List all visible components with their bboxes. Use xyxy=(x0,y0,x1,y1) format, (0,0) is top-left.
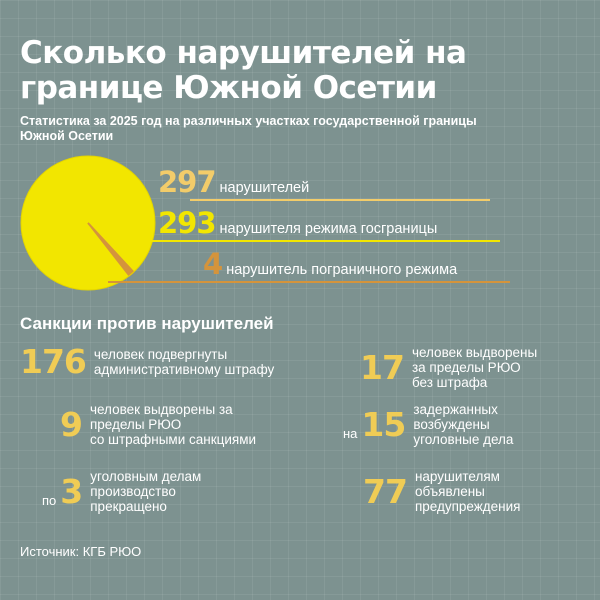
sanction-label: нарушителям объявлены предупреждения xyxy=(414,469,521,514)
sanction-label: человек выдворены за пределы РЮО без штр… xyxy=(411,345,538,390)
stat-underline-total xyxy=(190,199,490,201)
stat-underline-main xyxy=(150,240,500,242)
stat-frontier-regime-label: нарушитель пограничного режима xyxy=(226,262,458,278)
page-title: Сколько нарушителей на границе Южной Осе… xyxy=(20,35,467,106)
stat-frontier-regime: 4 нарушитель пограничного режима xyxy=(203,249,457,279)
page-subtitle: Статистика за 2025 год на различных учас… xyxy=(20,114,477,143)
sanction-item-warnings: 77 нарушителям объявлены предупреждения xyxy=(363,469,521,514)
sanction-value: 17 xyxy=(360,347,405,387)
sanction-value: 176 xyxy=(20,342,87,381)
sanction-prefix: по xyxy=(42,493,57,508)
pie-slice-edge xyxy=(87,222,135,273)
source-note: Источник: КГБ РЮО xyxy=(20,544,142,559)
stat-underline-small xyxy=(108,281,510,283)
sanction-item-criminal-cases: на 15 задержанных возбуждены уголовные д… xyxy=(343,402,513,447)
stat-border-regime: 293 нарушителя режима госграницы xyxy=(158,208,437,238)
sanction-value: 77 xyxy=(363,471,408,511)
sanction-value: 3 xyxy=(60,471,83,511)
stat-border-regime-label: нарушителя режима госграницы xyxy=(219,221,438,237)
pie-outline xyxy=(20,155,156,291)
stat-total-value: 297 xyxy=(158,165,217,199)
sanction-label: человек подвергнуты административному шт… xyxy=(93,347,275,377)
sanctions-heading: Санкции против нарушителей xyxy=(20,314,274,333)
sanction-item-expelled-fined: 9 человек выдворены за пределы РЮО со шт… xyxy=(60,402,256,447)
stat-total-label: нарушителей xyxy=(219,180,310,196)
stat-total: 297 нарушителей xyxy=(158,167,309,197)
sanction-label: человек выдворены за пределы РЮО со штра… xyxy=(89,402,257,447)
sanction-label: уголовным делам производство прекращено xyxy=(90,469,202,514)
sanction-item-fined: 176 человек подвергнуты административном… xyxy=(20,344,274,380)
sanction-item-cases-closed: по 3 уголовным делам производство прекра… xyxy=(42,469,201,514)
sanction-prefix: на xyxy=(343,426,358,441)
stat-frontier-regime-value: 4 xyxy=(203,247,223,281)
stat-border-regime-value: 293 xyxy=(158,206,217,240)
sanction-item-expelled-no-fine: 17 человек выдворены за пределы РЮО без … xyxy=(360,345,537,390)
sanction-value: 15 xyxy=(361,404,406,444)
sanction-label: задержанных возбуждены уголовные дела xyxy=(413,402,514,447)
sanction-value: 9 xyxy=(60,404,83,444)
